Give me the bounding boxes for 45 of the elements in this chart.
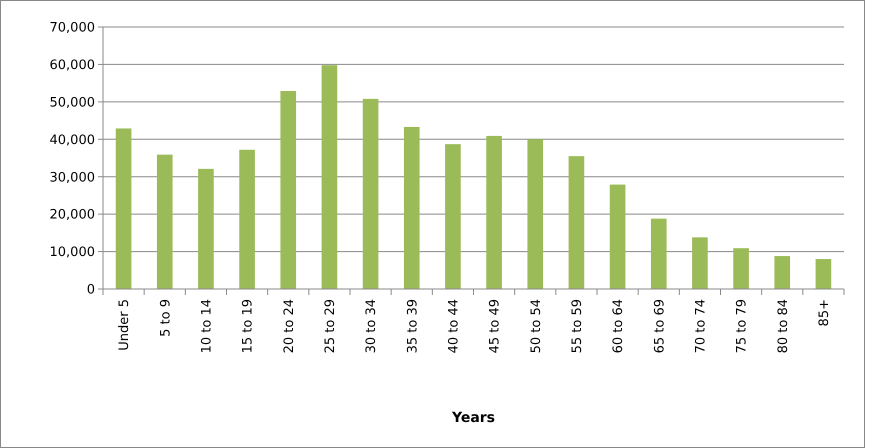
- bar: [486, 136, 502, 289]
- bar: [280, 91, 296, 289]
- y-tick-label: 50,000: [50, 95, 95, 110]
- bar: [527, 139, 544, 289]
- x-tick-label: 15 to 19: [240, 299, 256, 354]
- x-tick-label: 85+: [816, 299, 832, 326]
- bar: [404, 126, 420, 289]
- x-tick-label: 80 to 84: [776, 299, 791, 354]
- bar: [692, 237, 708, 289]
- x-tick-label: 45 to 49: [488, 299, 503, 354]
- bar: [362, 98, 378, 289]
- x-tick-label: 10 to 14: [199, 299, 214, 354]
- x-tick-label: 20 to 24: [282, 299, 297, 354]
- y-tick-label: 70,000: [50, 20, 95, 36]
- x-tick-label: 50 to 54: [528, 299, 544, 354]
- x-tick-label: 5 to 9: [158, 299, 174, 337]
- x-tick-label: Under 5: [117, 299, 132, 351]
- x-tick-label: 35 to 39: [405, 299, 420, 354]
- x-tick-label: 40 to 44: [446, 299, 462, 354]
- y-tick-label: 30,000: [50, 170, 95, 186]
- bar: [816, 259, 832, 289]
- bar: [445, 144, 461, 289]
- y-tick-label: 60,000: [50, 58, 95, 73]
- bar: [239, 150, 255, 289]
- bar: [322, 65, 338, 289]
- bar: [610, 184, 626, 289]
- bar: [198, 168, 214, 289]
- y-tick-label: 20,000: [50, 208, 95, 223]
- x-tick-label: 30 to 34: [364, 299, 380, 354]
- x-tick-label: 65 to 69: [652, 299, 668, 354]
- x-tick-label: 60 to 64: [611, 299, 626, 354]
- bar: [116, 128, 132, 289]
- bar: [650, 218, 667, 289]
- x-tick-label: 75 to 79: [734, 299, 750, 354]
- y-tick-label: 0: [86, 282, 95, 298]
- bar: [733, 248, 749, 289]
- x-tick-label: 70 to 74: [693, 299, 708, 354]
- y-tick-label: 10,000: [50, 245, 95, 260]
- x-tick-label: 25 to 29: [322, 299, 338, 354]
- bar: [774, 256, 790, 289]
- y-tick-label: 40,000: [50, 132, 95, 148]
- bar: [156, 154, 173, 289]
- x-tick-label: 55 to 59: [570, 299, 585, 354]
- x-axis-title: Years: [450, 410, 496, 426]
- bar: [568, 156, 584, 289]
